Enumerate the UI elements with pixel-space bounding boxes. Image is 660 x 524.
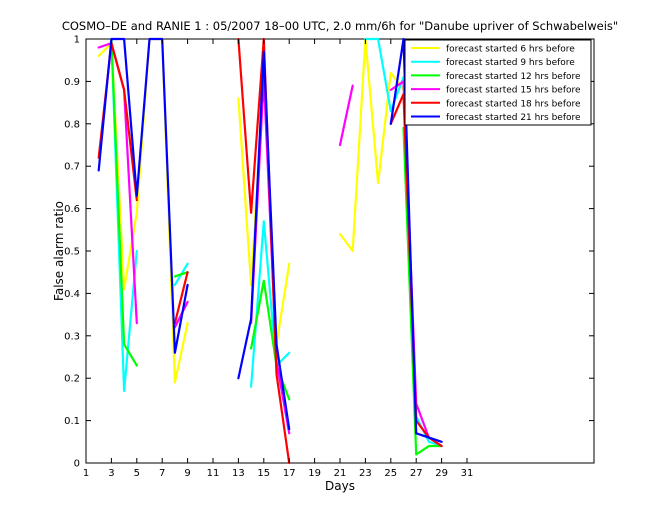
legend-label-6: forecast started 21 hrs before — [446, 113, 581, 123]
legend-items: forecast started 6 hrs before forecast st… — [411, 45, 581, 123]
x-tick-label: 15 — [257, 468, 270, 479]
legend-label-4: forecast started 15 hrs before — [446, 86, 581, 96]
x-tick-label: 11 — [207, 468, 220, 479]
x-axis-label: Days — [325, 479, 355, 493]
legend-label-5: forecast started 18 hrs before — [446, 99, 581, 109]
y-tick-label: 0.9 — [64, 77, 80, 88]
x-tick-label: 3 — [108, 468, 114, 479]
y-axis-label: False alarm ratio — [52, 201, 66, 301]
y-tick-label: 0 — [74, 459, 80, 470]
series-line-3 — [110, 37, 443, 456]
y-tick-label: 0.4 — [64, 289, 80, 300]
x-tick-label: 17 — [283, 468, 296, 479]
y-tick-label: 0.2 — [64, 374, 80, 385]
x-tick-label: 29 — [435, 468, 448, 479]
chart-title: COSMO–DE and RANIE 1 : 05/2007 18–00 UTC… — [62, 19, 618, 33]
ticks-layer: 1 3 5 7 9 11 13 15 17 19 21 23 25 27 29 3100.10.20.30.4… — [64, 35, 594, 479]
x-tick-label: 7 — [159, 468, 165, 479]
y-tick-label: 0.1 — [64, 416, 80, 427]
x-tick-label: 31 — [461, 468, 474, 479]
x-tick-label: 27 — [410, 468, 423, 479]
x-tick-label: 25 — [384, 468, 397, 479]
x-tick-label: 5 — [134, 468, 140, 479]
y-tick-label: 0.6 — [64, 204, 80, 215]
legend-label-1: forecast started 6 hrs before — [446, 45, 575, 55]
legend-label-2: forecast started 9 hrs before — [446, 58, 575, 68]
x-tick-label: 9 — [184, 468, 190, 479]
legend: forecast started 6 hrs before forecast st… — [404, 39, 592, 126]
y-tick-label: 0.3 — [64, 331, 80, 342]
y-tick-label: 1 — [74, 35, 80, 46]
y-tick-label: 0.7 — [64, 162, 80, 173]
x-tick-label: 1 — [83, 468, 89, 479]
legend-box — [404, 39, 592, 126]
y-tick-label: 0.8 — [64, 119, 80, 130]
x-tick-label: 21 — [334, 468, 347, 479]
legend-label-3: forecast started 12 hrs before — [446, 72, 581, 82]
series-layer — [97, 37, 467, 465]
x-tick-label: 19 — [308, 468, 321, 479]
series-line-5 — [97, 37, 443, 465]
x-tick-label: 23 — [359, 468, 372, 479]
y-tick-label: 0.5 — [64, 247, 80, 258]
x-tick-label: 13 — [232, 468, 245, 479]
series-line-6 — [97, 37, 443, 443]
